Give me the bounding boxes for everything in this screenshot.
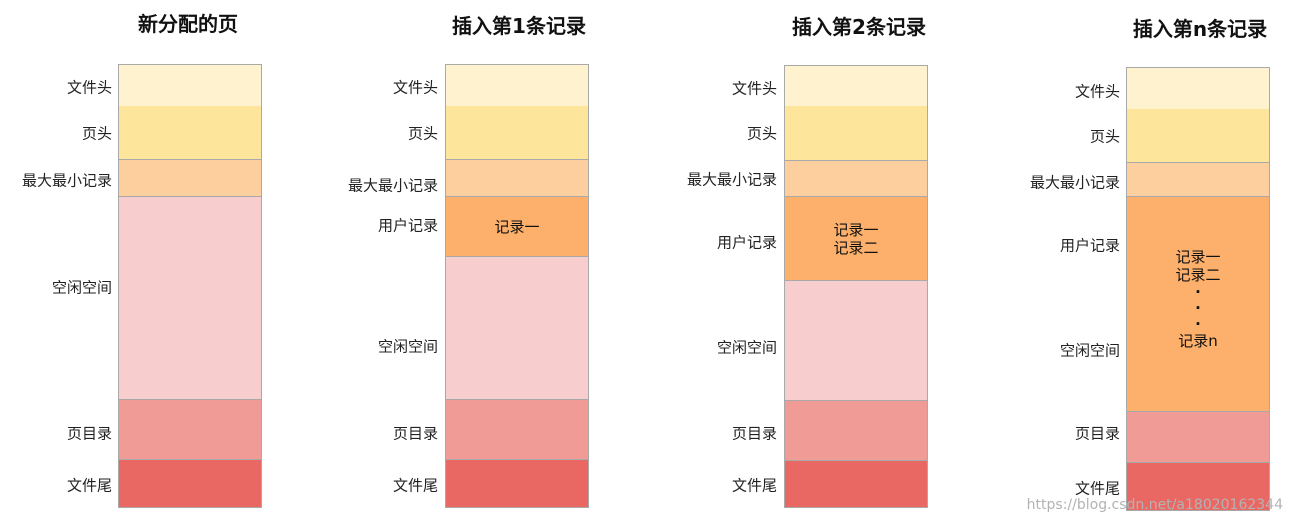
segment-infimum-supremum	[445, 160, 589, 197]
ellipsis-dot: ·	[1195, 283, 1201, 301]
segment-label: 用户记录	[716, 233, 777, 252]
segment-label: 最大最小记录	[1029, 173, 1120, 192]
segment-page-directory	[118, 400, 262, 460]
record-entry: 记录一	[833, 221, 879, 239]
segment-file-trailer	[784, 461, 928, 508]
segment-label: 最大最小记录	[686, 170, 777, 189]
page-column-2: 记录一	[445, 64, 589, 509]
segment-infimum-supremum	[118, 160, 262, 197]
segment-label: 空闲空间	[1059, 341, 1120, 360]
segment-page-header	[784, 106, 928, 161]
segment-file-trailer	[118, 460, 262, 508]
segment-label: 文件尾	[1074, 479, 1120, 498]
segment-infimum-supremum	[1126, 163, 1270, 197]
ellipsis-dot: ·	[1195, 315, 1201, 333]
segment-label: 页目录	[731, 424, 777, 443]
ellipsis-dot: ·	[1195, 299, 1201, 317]
record-entry: 记录二	[1175, 266, 1221, 284]
segment-label: 页头	[1089, 127, 1120, 146]
segment-label: 文件头	[1074, 82, 1120, 101]
segment-page-directory	[1126, 412, 1270, 463]
segment-label: 空闲空间	[51, 278, 112, 297]
segment-label: 文件头	[731, 79, 777, 98]
segment-user-records: 记录一 记录二 · · · 记录n	[1126, 197, 1270, 412]
segment-label: 页头	[407, 124, 438, 143]
record-list: 记录一 记录二 · · · 记录n	[1127, 248, 1269, 350]
page-column-1	[118, 64, 262, 509]
column-title-4: 插入第n条记录	[1132, 17, 1268, 41]
page-column-4: 记录一 记录二 · · · 记录n	[1126, 67, 1270, 512]
segment-label: 页目录	[66, 424, 112, 443]
record-list: 记录一 记录二	[785, 221, 927, 257]
segment-label: 用户记录	[1059, 236, 1120, 255]
segment-free-space	[445, 257, 589, 400]
watermark: https://blog.csdn.net/a18020162344	[1026, 497, 1283, 513]
record-entry: 记录一	[494, 218, 540, 236]
segment-infimum-supremum	[784, 161, 928, 197]
segment-free-space	[118, 197, 262, 400]
segment-page-header	[445, 106, 589, 160]
segment-user-records: 记录一	[445, 197, 589, 257]
segment-label: 用户记录	[377, 216, 438, 235]
segment-page-directory	[445, 400, 589, 460]
segment-label: 页目录	[1074, 424, 1120, 443]
segment-file-header	[118, 64, 262, 107]
segment-page-header	[1126, 109, 1270, 163]
page-column-3: 记录一 记录二	[784, 65, 928, 509]
segment-label: 最大最小记录	[21, 171, 112, 190]
segment-label: 页头	[746, 124, 777, 143]
segment-user-records: 记录一 记录二	[784, 197, 928, 281]
segment-label: 页目录	[392, 424, 438, 443]
segment-label: 文件尾	[66, 476, 112, 495]
column-title-3: 插入第2条记录	[792, 15, 926, 39]
segment-file-trailer	[1126, 463, 1270, 511]
segment-file-header	[784, 65, 928, 107]
record-list: 记录一	[446, 218, 588, 236]
column-title-1: 新分配的页	[138, 12, 238, 36]
segment-label: 空闲空间	[716, 338, 777, 357]
segment-label: 文件尾	[392, 476, 438, 495]
segment-page-directory	[784, 401, 928, 461]
segment-label: 页头	[81, 124, 112, 143]
segment-label: 最大最小记录	[347, 176, 438, 195]
segment-free-space	[784, 281, 928, 401]
segment-file-header	[445, 64, 589, 107]
record-entry: 记录一	[1175, 248, 1221, 266]
column-title-2: 插入第1条记录	[452, 14, 586, 38]
segment-label: 文件头	[392, 78, 438, 97]
segment-page-header	[118, 106, 262, 160]
segment-file-trailer	[445, 460, 589, 508]
segment-label: 文件尾	[731, 476, 777, 495]
segment-file-header	[1126, 67, 1270, 110]
record-entry: 记录n	[1178, 332, 1218, 350]
segment-label: 空闲空间	[377, 337, 438, 356]
record-entry: 记录二	[833, 239, 879, 257]
segment-label: 文件头	[66, 78, 112, 97]
